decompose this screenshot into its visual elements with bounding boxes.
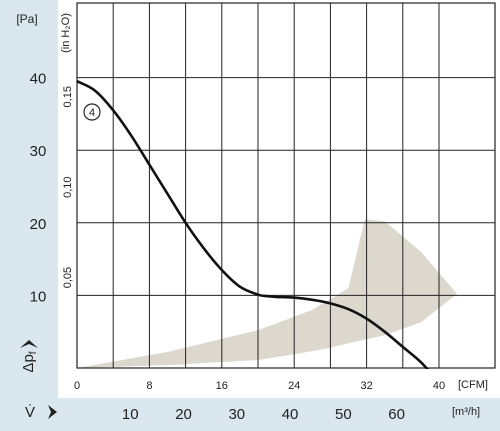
operating-region xyxy=(77,219,458,368)
x-tick-cfm: 40 xyxy=(433,380,445,392)
y-tick-inh2o: 0,10 xyxy=(62,176,74,197)
y-tick-pa: 30 xyxy=(30,143,47,160)
y-unit-pa: [Pa] xyxy=(16,12,37,26)
x-tick-m3h: 50 xyxy=(335,406,352,423)
x-tick-cfm: 32 xyxy=(360,380,372,392)
y-axis-arrow-icon xyxy=(20,340,38,348)
x-tick-cfm: 16 xyxy=(216,380,228,392)
y-unit-inh2o: (in H₂O) xyxy=(60,13,72,53)
x-tick-m3h: 60 xyxy=(388,406,405,423)
plot-frame xyxy=(76,2,496,369)
x-tick-cfm: 8 xyxy=(146,380,152,392)
x-axis-symbol: V̇ xyxy=(25,404,35,421)
x-tick-m3h: 20 xyxy=(175,406,192,423)
left-axis-band xyxy=(0,0,58,431)
x-tick-cfm: 0 xyxy=(74,380,80,392)
curve-label-4: 4 xyxy=(83,103,101,121)
x-unit-cfm: [CFM] xyxy=(458,379,488,391)
y-tick-pa: 40 xyxy=(30,71,47,88)
svg-text:4: 4 xyxy=(89,107,95,119)
y-tick-pa: 20 xyxy=(30,216,47,233)
bottom-axis-band xyxy=(0,398,500,431)
fan-curve-4 xyxy=(76,80,430,369)
x-tick-m3h: 40 xyxy=(282,406,299,423)
x-tick-m3h: 10 xyxy=(122,406,139,423)
y-tick-inh2o: 0,05 xyxy=(62,267,74,288)
x-tick-cfm: 24 xyxy=(288,380,300,392)
x-axis-arrow-icon xyxy=(48,405,57,419)
y-tick-pa: 10 xyxy=(30,288,47,305)
y-tick-inh2o: 0,15 xyxy=(62,86,74,107)
x-tick-m3h: 30 xyxy=(228,406,245,423)
x-unit-m3h: [m³/h] xyxy=(452,406,480,418)
y-axis-symbol: Δpf xyxy=(20,351,39,372)
